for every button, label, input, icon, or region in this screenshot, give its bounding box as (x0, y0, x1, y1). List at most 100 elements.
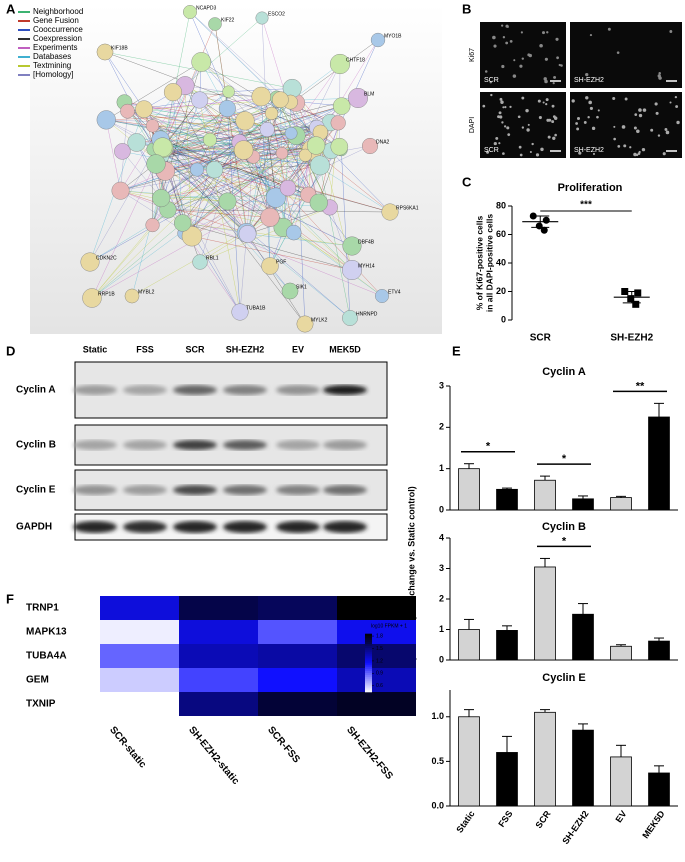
cell (506, 126, 510, 130)
blot-band (173, 521, 217, 533)
blot-band (323, 521, 367, 533)
cell (665, 130, 670, 135)
network-node (306, 136, 326, 155)
significance-label: * (486, 441, 491, 453)
network-node (255, 11, 269, 25)
micrograph (480, 92, 566, 158)
network-node (208, 17, 222, 31)
panel-label: E (452, 343, 461, 358)
cell (489, 81, 493, 84)
y-tick-label: 0.0 (431, 800, 444, 810)
cell (589, 106, 593, 110)
cell (517, 115, 521, 119)
cell (613, 125, 616, 128)
network-edge (122, 151, 162, 199)
cell (674, 95, 678, 99)
heatmap-cell (337, 644, 416, 668)
cell (495, 136, 499, 140)
network-node (329, 53, 351, 75)
heatmap-cell (258, 644, 337, 668)
network-edge (155, 149, 244, 165)
cell (675, 105, 679, 108)
heatmap-cell (179, 644, 258, 668)
network-node (152, 137, 173, 158)
network-edge (152, 125, 306, 325)
network-node (342, 260, 362, 280)
cell (542, 101, 545, 104)
cell (542, 31, 546, 35)
cell (540, 147, 544, 152)
network-edge (104, 51, 145, 110)
row-label: TXNIP (26, 699, 56, 710)
cell (650, 128, 654, 132)
network-node (284, 126, 298, 140)
colorbar-step (365, 668, 372, 672)
gene-label: CDKN2C (96, 255, 117, 261)
heatmap-cell (179, 596, 258, 620)
bar (572, 729, 594, 807)
colorbar-step (365, 689, 372, 693)
bar (496, 752, 518, 807)
cell (551, 120, 555, 124)
gene-label: CHTF18 (346, 57, 365, 63)
network-edge (228, 91, 319, 203)
blot-label: Cyclin B (16, 440, 56, 451)
network-node (332, 97, 351, 115)
network-node (348, 88, 368, 108)
network-node (218, 100, 236, 117)
cell (591, 126, 596, 131)
cell (503, 125, 507, 128)
network-edge (191, 235, 353, 271)
blot-label: GAPDH (16, 522, 52, 533)
cell (629, 146, 632, 149)
blot-band (73, 440, 117, 450)
heatmap-cell (258, 620, 337, 644)
significance-label: * (562, 535, 567, 547)
bar (572, 498, 594, 511)
gene-label: MYLK2 (311, 317, 328, 323)
cell (621, 125, 626, 129)
network-edge (163, 147, 289, 189)
network-node (205, 161, 224, 179)
network-node (251, 86, 271, 107)
cell (500, 100, 504, 104)
micrograph (570, 22, 682, 88)
network-edge (152, 120, 246, 127)
colorbar-step (365, 685, 372, 689)
cell (596, 115, 599, 119)
network-edge (165, 170, 241, 313)
network-edge (172, 91, 353, 271)
network-node (272, 91, 289, 109)
heatmap-cell (100, 668, 179, 692)
y-tick-label: 80 (496, 200, 506, 210)
cell (576, 116, 581, 121)
cell (501, 24, 504, 27)
blot-band (323, 440, 367, 450)
cell (498, 142, 501, 145)
network-node (235, 111, 255, 131)
cell (502, 36, 506, 39)
cell (575, 122, 578, 125)
colorbar-tick-label: 1.5 (376, 646, 383, 652)
cell (655, 111, 659, 115)
colorbar-step (365, 658, 372, 662)
heatmap-cell (337, 668, 416, 692)
cell (669, 101, 672, 104)
heatmap-cell (337, 692, 416, 716)
panel-title: Cyclin E (542, 672, 585, 684)
panel-label: A (6, 1, 16, 16)
legend-label: Neighborhood (33, 7, 83, 16)
panel-title: Cyclin B (542, 521, 586, 533)
blot-band (173, 385, 217, 395)
network-node (259, 121, 275, 138)
network-edge (184, 85, 211, 140)
legend-label: Experiments (33, 43, 77, 52)
network-node (127, 133, 146, 152)
bar (458, 468, 480, 511)
network-node (222, 85, 235, 98)
cell (571, 99, 575, 103)
gene-label: NCAPD3 (196, 5, 217, 11)
cell (545, 103, 548, 106)
cell (636, 129, 640, 134)
